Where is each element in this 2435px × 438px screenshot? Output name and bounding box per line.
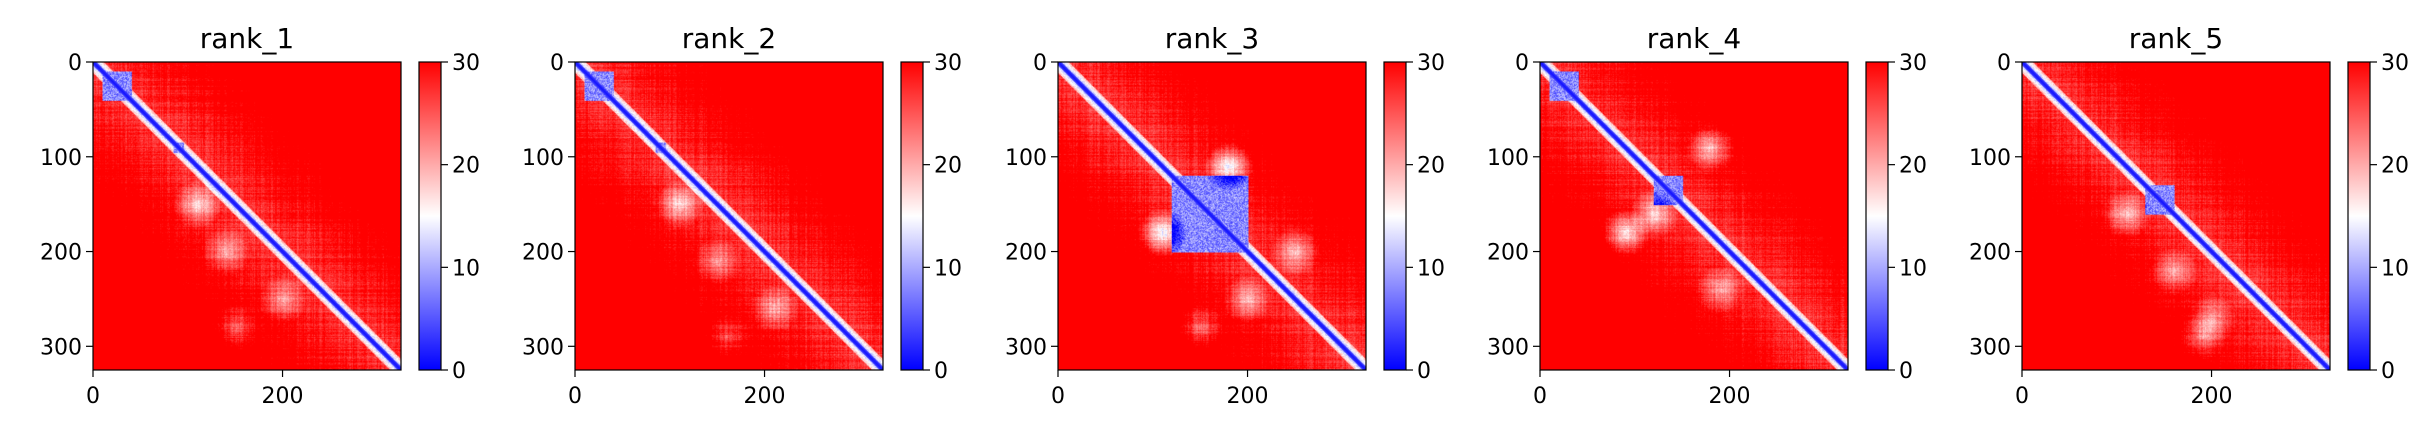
colorbar-frame [2347, 61, 2371, 371]
colorbar-tick-label: 30 [452, 51, 480, 76]
x-tick-label: 200 [2191, 384, 2233, 409]
y-tick-label: 300 [1969, 335, 2011, 360]
colorbar-tick-label: 30 [1417, 51, 1445, 76]
heatmap-canvas [1058, 62, 1366, 370]
axes-frame [574, 61, 884, 371]
colorbar [1384, 62, 1406, 370]
y-tick-label: 0 [68, 51, 82, 76]
colorbar-frame [418, 61, 442, 371]
y-tick-label: 300 [40, 335, 82, 360]
y-tick-label: 200 [1487, 241, 1529, 266]
colorbar-tick-label: 0 [1899, 359, 1913, 384]
panel-title: rank_2 [682, 22, 776, 55]
y-tick-label: 200 [40, 241, 82, 266]
y-tick-label: 300 [1005, 335, 1047, 360]
heatmap-canvas [1540, 62, 1848, 370]
colorbar-tick-label: 10 [1417, 256, 1445, 281]
x-tick-label: 200 [262, 384, 304, 409]
y-tick-label: 100 [1005, 146, 1047, 171]
colorbar-tick-label: 0 [2381, 359, 2395, 384]
y-tick-label: 300 [1487, 335, 1529, 360]
colorbar [2348, 62, 2370, 370]
axes-frame [1539, 61, 1849, 371]
axes-frame [2021, 61, 2331, 371]
heatmap-canvas [575, 62, 883, 370]
colorbar-tick-label: 30 [934, 51, 962, 76]
heatmap-image [575, 62, 883, 370]
x-tick-label: 200 [744, 384, 786, 409]
y-tick-label: 0 [1033, 51, 1047, 76]
x-tick-label: 0 [86, 384, 100, 409]
colorbar [419, 62, 441, 370]
colorbar-frame [900, 61, 924, 371]
y-tick-label: 0 [550, 51, 564, 76]
x-tick-label: 0 [568, 384, 582, 409]
panel-title: rank_5 [2129, 22, 2223, 55]
colorbar-tick-label: 10 [1899, 256, 1927, 281]
heatmap-canvas [2022, 62, 2330, 370]
heatmap-image [93, 62, 401, 370]
colorbar-tick-label: 10 [452, 256, 480, 281]
heatmap-image [1058, 62, 1366, 370]
colorbar-tick-label: 20 [1899, 154, 1927, 179]
colorbar-frame [1383, 61, 1407, 371]
colorbar-tick-label: 0 [934, 359, 948, 384]
heatmap-image [1540, 62, 1848, 370]
y-tick-label: 200 [522, 241, 564, 266]
colorbar-tick-label: 30 [2381, 51, 2409, 76]
y-tick-label: 100 [1487, 146, 1529, 171]
axes-frame [92, 61, 402, 371]
heatmap-canvas [93, 62, 401, 370]
colorbar [1866, 62, 1888, 370]
heatmap-image [2022, 62, 2330, 370]
y-tick-label: 0 [1515, 51, 1529, 76]
x-tick-label: 0 [1533, 384, 1547, 409]
panel-title: rank_3 [1165, 22, 1259, 55]
x-tick-label: 0 [1051, 384, 1065, 409]
x-tick-label: 0 [2015, 384, 2029, 409]
y-tick-label: 300 [522, 335, 564, 360]
panel-title: rank_4 [1647, 22, 1741, 55]
colorbar-tick-label: 20 [452, 154, 480, 179]
y-tick-label: 100 [40, 146, 82, 171]
colorbar-tick-label: 10 [934, 256, 962, 281]
y-tick-label: 200 [1005, 241, 1047, 266]
panel-title: rank_1 [200, 22, 294, 55]
y-tick-label: 0 [1997, 51, 2011, 76]
y-tick-label: 100 [522, 146, 564, 171]
colorbar-frame [1865, 61, 1889, 371]
axes-frame [1057, 61, 1367, 371]
colorbar [901, 62, 923, 370]
colorbar-tick-label: 20 [934, 154, 962, 179]
colorbar-tick-label: 0 [1417, 359, 1431, 384]
colorbar-tick-label: 20 [1417, 154, 1445, 179]
x-tick-label: 200 [1227, 384, 1269, 409]
colorbar-tick-label: 30 [1899, 51, 1927, 76]
y-tick-label: 100 [1969, 146, 2011, 171]
colorbar-tick-label: 20 [2381, 154, 2409, 179]
colorbar-tick-label: 0 [452, 359, 466, 384]
x-tick-label: 200 [1709, 384, 1751, 409]
colorbar-tick-label: 10 [2381, 256, 2409, 281]
y-tick-label: 200 [1969, 241, 2011, 266]
